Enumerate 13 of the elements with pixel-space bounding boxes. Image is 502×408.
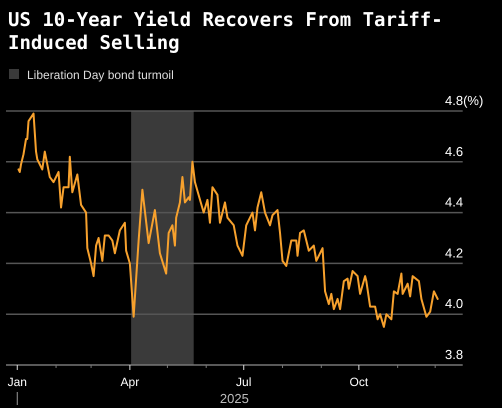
y-tick-label: 4.8(%) [445,93,484,108]
x-tick-label: Oct [350,375,369,389]
x-tick-label: Apr [120,375,140,389]
x-axis-title: 2025 [220,391,249,406]
y-tick-label: 4.4 [445,194,464,210]
x-tick-label: Jul [236,375,252,389]
x-tick-label: Jan [8,375,27,389]
y-tick-label: 3.8 [445,347,464,362]
chart-title: US 10-Year Yield Recovers From Tariff-Induced Selling [8,9,443,54]
y-tick-label: 4.0 [445,296,464,312]
y-tick-label: 4.2 [445,245,464,260]
y-tick-label: 4.6 [445,144,464,159]
legend-label: Liberation Day bond turmoil [27,68,174,82]
